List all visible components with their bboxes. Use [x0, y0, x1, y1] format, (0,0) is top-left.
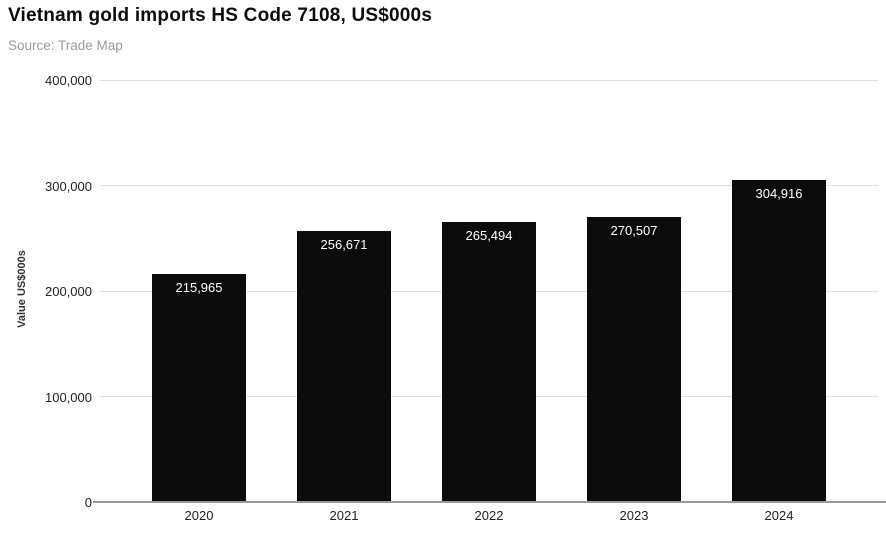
bar-value-label: 256,671: [320, 237, 368, 253]
x-axis-line: [93, 501, 886, 503]
bar-2021: 256,671: [297, 231, 391, 502]
bar-value-label: 215,965: [175, 280, 223, 296]
bar-2022: 265,494: [442, 221, 536, 502]
bar-2020: 215,965: [152, 274, 246, 502]
chart-source: Source: Trade Map: [8, 38, 123, 53]
x-tick-label: 2020: [184, 508, 214, 523]
x-tick-label: 2023: [619, 508, 649, 523]
x-tick-label: 2022: [474, 508, 504, 523]
gridline: [100, 185, 878, 186]
y-tick-label: 200,000: [45, 284, 92, 299]
bar-2023: 270,507: [587, 216, 681, 502]
y-tick-label: 400,000: [45, 73, 92, 88]
y-tick-label: 0: [84, 495, 92, 510]
gridline: [100, 79, 878, 81]
y-tick-label: 100,000: [45, 389, 92, 405]
bar-value-label: 265,494: [465, 227, 513, 243]
chart-title: Vietnam gold imports HS Code 7108, US$00…: [8, 5, 433, 26]
bar-value-label: 270,507: [610, 222, 658, 238]
x-tick-label: 2024: [764, 508, 794, 523]
bar-value-label: 304,916: [755, 186, 803, 202]
y-tick-label: 300,000: [45, 178, 92, 194]
x-tick-label: 2021: [329, 508, 359, 523]
bar-2024: 304,916: [732, 180, 826, 502]
